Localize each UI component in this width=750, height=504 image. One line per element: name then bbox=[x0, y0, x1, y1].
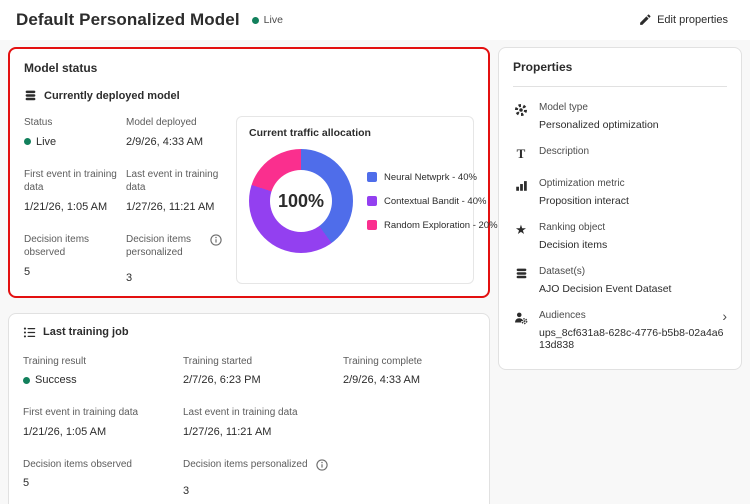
database-stack-icon bbox=[24, 89, 37, 102]
page-title: Default Personalized Model bbox=[16, 10, 240, 29]
traffic-allocation-panel: Current traffic allocation 100% Neural N… bbox=[236, 116, 498, 284]
properties-title: Properties bbox=[513, 60, 573, 74]
traffic-legend: Neural Netwprk - 40% Contextual Bandit -… bbox=[367, 172, 498, 231]
field-training-complete: Training complete 2/9/26, 4:33 AM bbox=[343, 355, 423, 387]
traffic-allocation-title: Current traffic allocation bbox=[249, 127, 371, 139]
chevron-right-icon[interactable]: › bbox=[722, 307, 727, 324]
traffic-donut: 100% bbox=[249, 149, 353, 253]
currently-deployed-section: Currently deployed model bbox=[24, 89, 474, 102]
status-badge: Live bbox=[251, 14, 283, 26]
gear-icon bbox=[513, 102, 529, 131]
divider bbox=[513, 86, 727, 87]
field-first-event: First event in training data 1/21/26, 1:… bbox=[23, 407, 139, 438]
deployed-model-fields: Status Live Model deployed 2/9/26, 4:33 … bbox=[24, 116, 226, 284]
legend-swatch bbox=[367, 220, 377, 230]
field-items-observed: Decision items observed 5 bbox=[24, 233, 90, 278]
field-training-result: Training result Success bbox=[23, 355, 86, 386]
audiences-icon bbox=[513, 310, 529, 351]
database-stack-icon bbox=[513, 266, 529, 295]
legend-item: Contextual Bandit - 40% bbox=[367, 196, 498, 207]
live-dot bbox=[251, 16, 259, 24]
property-optimization-metric: Optimization metric Proposition interact bbox=[513, 178, 727, 207]
pencil-icon bbox=[639, 14, 651, 26]
right-column: Properties Model type Personalized optim… bbox=[498, 47, 742, 370]
donut-center: 100% bbox=[270, 170, 332, 232]
info-icon[interactable] bbox=[315, 458, 328, 471]
property-ranking-object: ★ Ranking object Decision items bbox=[513, 222, 727, 251]
legend-item: Random Exploration - 20% bbox=[367, 220, 498, 231]
main-content: Model status Currently deployed model St… bbox=[0, 40, 750, 504]
property-datasets: Dataset(s) AJO Decision Event Dataset bbox=[513, 266, 727, 295]
field-first-event: First event in training data 1/21/26, 1:… bbox=[24, 168, 117, 213]
live-dot bbox=[24, 138, 31, 145]
field-items-personalized: Decision items personalized 3 bbox=[183, 458, 343, 497]
field-status: Status Live bbox=[24, 117, 57, 148]
list-icon bbox=[23, 326, 36, 339]
left-column: Model status Currently deployed model St… bbox=[8, 47, 498, 504]
text-icon: T bbox=[516, 146, 526, 161]
legend-swatch bbox=[367, 196, 377, 206]
edit-properties-button[interactable]: Edit properties bbox=[633, 10, 734, 30]
info-icon[interactable] bbox=[210, 233, 222, 246]
bar-chart-icon bbox=[513, 178, 529, 207]
legend-swatch bbox=[367, 172, 377, 182]
model-status-card: Model status Currently deployed model St… bbox=[8, 47, 498, 298]
legend-item: Neural Netwprk - 40% bbox=[367, 172, 498, 183]
last-training-job-header: Last training job bbox=[23, 326, 475, 339]
star-icon: ★ bbox=[515, 222, 527, 237]
properties-card: Properties Model type Personalized optim… bbox=[498, 47, 742, 370]
success-dot bbox=[23, 376, 30, 384]
property-audiences[interactable]: Audiences › ups_8cf631a8-628c-4776-b5b8-… bbox=[513, 307, 727, 351]
field-model-deployed: Model deployed 2/9/26, 4:33 AM bbox=[126, 117, 204, 148]
field-items-personalized: Decision items personalized 3 bbox=[126, 233, 222, 284]
property-model-type: Model type Personalized optimization bbox=[513, 102, 727, 131]
property-description: T Description bbox=[513, 146, 727, 163]
field-last-event: Last event in training data 1/27/26, 11:… bbox=[126, 168, 219, 213]
last-training-job-card: Last training job Training result Succes… bbox=[8, 312, 490, 504]
field-items-observed: Decision items observed 5 bbox=[23, 458, 132, 490]
page-header: Default Personalized Model Live Edit pro… bbox=[0, 0, 750, 40]
model-status-title: Model status bbox=[24, 61, 98, 75]
field-last-event: Last event in training data 1/27/26, 11:… bbox=[183, 407, 298, 438]
field-training-started: Training started 2/7/26, 6:23 PM bbox=[183, 355, 261, 387]
training-job-fields: Training result Success Training started… bbox=[23, 355, 475, 497]
